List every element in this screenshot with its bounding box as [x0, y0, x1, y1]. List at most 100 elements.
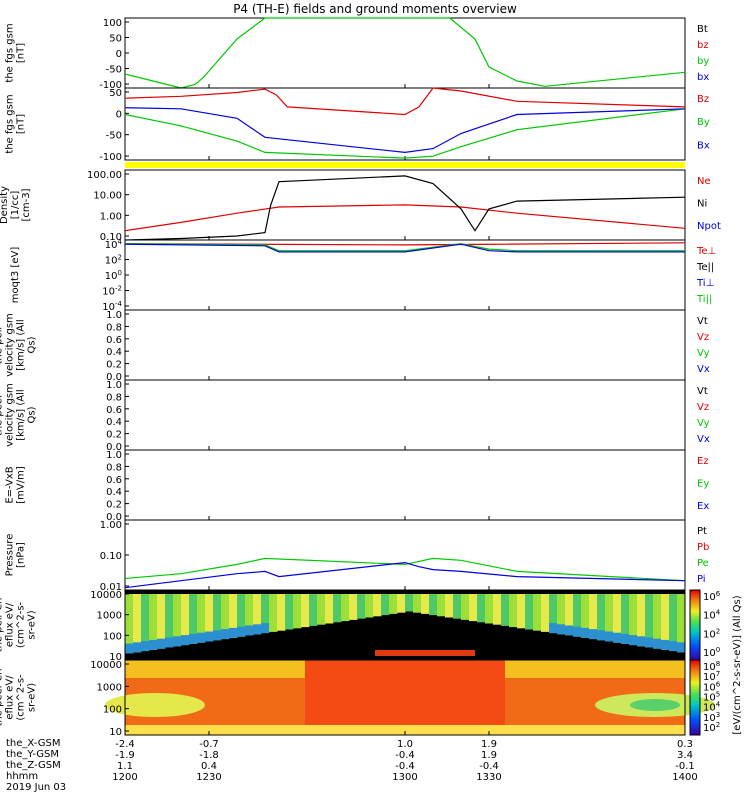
- spectrogram-cell: [317, 594, 326, 625]
- spectrogram-cell: [509, 594, 518, 628]
- spectrogram-cell: [653, 638, 662, 649]
- y-axis-label-line: the fgs gsm: [5, 94, 16, 153]
- spectrogram-cell: [237, 594, 246, 637]
- y-tick-label: 10-2: [102, 285, 122, 298]
- spectrogram-cell: [653, 594, 662, 649]
- spectrogram-cell: [373, 594, 382, 617]
- series-Ni: [124, 175, 686, 241]
- y-tick-label: 50: [109, 88, 122, 99]
- y-tick-label: -50: [106, 131, 122, 142]
- spectrogram-cell: [133, 594, 142, 653]
- spectrogram-cell: [105, 693, 205, 717]
- footer-value: 1.1: [117, 761, 133, 772]
- spectrogram-cell: [125, 725, 685, 735]
- legend-entry: Vy: [697, 348, 710, 359]
- spectrogram-cell: [429, 594, 438, 616]
- spectrogram-cell: [677, 594, 686, 653]
- footer-value: 0.3: [677, 739, 693, 750]
- y-tick-label: 0.10: [100, 551, 122, 562]
- y-axis-label-line: [1/cc]: [10, 191, 21, 220]
- footer-value: 1.9: [481, 750, 497, 761]
- footer-value: -0.4: [479, 761, 499, 772]
- y-tick-label: 100: [103, 18, 122, 29]
- panel-frame-7: [124, 519, 686, 591]
- legend-entry: Pt: [697, 526, 707, 537]
- y-tick-label: 100: [103, 631, 122, 642]
- y-tick-label: 0.6: [106, 405, 122, 416]
- spectrogram-cell: [301, 594, 310, 628]
- spectrogram-cell: [589, 594, 598, 640]
- y-tick-label: 1.00: [100, 211, 122, 222]
- y-axis-label-line: velocity gsm: [5, 383, 16, 447]
- y-axis-label-line: Qs): [27, 336, 38, 353]
- spectrogram-cell: [557, 624, 566, 635]
- spectrogram-cell: [165, 594, 174, 648]
- spectrogram-cell: [613, 632, 622, 643]
- legend-entry: Ne: [697, 176, 711, 187]
- y-tick-label: 0.8: [106, 392, 122, 403]
- legend-entry: Vz: [697, 402, 709, 413]
- y-axis-label-line: velocity gsm: [5, 313, 16, 377]
- spectrogram-cell: [309, 594, 318, 626]
- spectrogram-9: [105, 660, 715, 735]
- y-axis-label-line: [nT]: [16, 43, 27, 63]
- series-Pe: [124, 557, 686, 582]
- y-axis-label-line: the peer: [0, 393, 5, 436]
- y-tick-label: 100: [105, 269, 122, 282]
- spectrogram-cell: [525, 594, 534, 630]
- spectrogram-cell: [229, 627, 238, 638]
- spectrogram-cell: [253, 594, 262, 635]
- y-axis-label-line: Density: [0, 186, 10, 224]
- spectrogram-cell: [637, 636, 646, 647]
- y-axis-label-line: the peir: [0, 325, 5, 365]
- y-axis-label-line: the fgs gsm: [5, 23, 16, 82]
- y-axis-label-line: sr-eV): [27, 683, 38, 712]
- spectrogram-cell: [133, 642, 142, 653]
- y-axis-label: moqt3 [eV]: [10, 247, 21, 304]
- spectrogram-cell: [181, 594, 190, 646]
- spectrogram-cell: [197, 594, 206, 643]
- series-Bz: [124, 87, 686, 116]
- colorbar: [689, 659, 701, 736]
- y-tick-label: 0.0: [106, 372, 122, 383]
- panel-frame-1: [124, 87, 686, 161]
- spectrogram-cell: [261, 623, 270, 634]
- legend-entry: Te⊥: [696, 246, 716, 257]
- spectrogram-cell: [629, 635, 638, 646]
- footer-x-label: the_X-GSM: [6, 738, 61, 749]
- y-axis-label-line: [km/s] (All: [16, 319, 27, 370]
- y-tick-label: 0.4: [106, 487, 122, 498]
- legend-entry: Ti||: [696, 294, 712, 305]
- spectrogram-cell: [581, 594, 590, 638]
- spectrogram-cell: [669, 594, 678, 652]
- spectrogram-cell: [293, 594, 302, 629]
- y-axis-label: E=-VxB [mV/m]: [5, 466, 27, 504]
- panel-frame-4: [124, 309, 686, 381]
- colorbar-label-text: [eV/(cm^2-s-sr-eV)] (All Qs): [732, 595, 743, 734]
- spectrogram-cell: [605, 594, 614, 642]
- legend-entry: Pb: [697, 542, 709, 553]
- y-tick-label: 1.0: [106, 310, 122, 321]
- y-axis-label: the peir velocity gsm [km/s] (All Qs): [0, 313, 38, 377]
- y-axis-label-line: (cm^2-s-: [16, 674, 27, 721]
- series-Ne: [124, 204, 686, 232]
- y-axis-label: the fgs gsm [nT]: [5, 23, 27, 82]
- legend-entry: Vx: [697, 434, 710, 445]
- footer-value: 0.4: [201, 761, 217, 772]
- y-axis-label-line: [nT]: [16, 114, 27, 134]
- y-tick-label: 0.8: [106, 462, 122, 473]
- legend-entry: Pi: [697, 574, 706, 585]
- spectrogram-cell: [549, 594, 558, 634]
- legend-entry: Ez: [697, 456, 709, 467]
- footer-value: 1300: [392, 772, 417, 783]
- spectrogram-cell: [630, 699, 680, 711]
- legend-entry: Vt: [697, 386, 708, 397]
- y-tick-label: 0.2: [106, 500, 122, 511]
- spectrogram-cell: [365, 594, 374, 618]
- legend-entry: by: [697, 56, 709, 67]
- colorbar-tick-label: 100: [703, 646, 720, 659]
- y-axis-label-line: eflux eV/: [5, 675, 16, 720]
- y-tick-label: -50: [106, 65, 122, 76]
- y-tick-label: 0.4: [106, 347, 122, 358]
